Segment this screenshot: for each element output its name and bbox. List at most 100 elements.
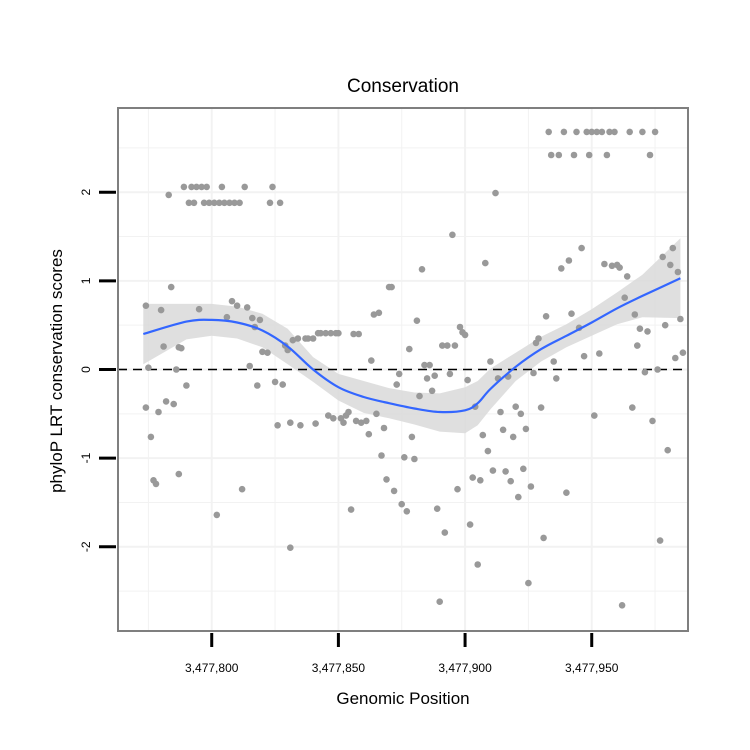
data-point xyxy=(330,415,337,422)
data-point xyxy=(580,352,588,360)
data-point xyxy=(492,189,499,197)
x-axis-label: Genomic Position xyxy=(336,689,469,708)
data-point xyxy=(145,364,152,372)
data-point xyxy=(568,310,575,318)
data-point xyxy=(477,477,484,484)
data-point xyxy=(365,430,373,438)
data-point xyxy=(593,128,601,136)
data-point xyxy=(228,297,236,305)
data-point xyxy=(550,358,557,365)
data-point xyxy=(152,480,160,488)
data-point xyxy=(616,264,623,271)
data-point xyxy=(570,151,578,159)
data-point xyxy=(322,329,330,337)
data-point xyxy=(553,375,560,382)
data-point xyxy=(368,357,375,364)
data-point xyxy=(537,404,545,411)
data-point xyxy=(487,358,494,365)
data-point xyxy=(611,128,618,136)
data-point xyxy=(659,253,666,261)
data-point xyxy=(540,534,547,542)
chart-title: Conservation xyxy=(347,76,459,97)
data-point xyxy=(357,419,365,427)
data-point xyxy=(388,283,395,291)
data-point xyxy=(522,425,530,433)
data-point xyxy=(297,422,304,429)
data-point xyxy=(340,419,347,427)
y-axis-ticks: -2 -1 0 1 2 xyxy=(79,189,116,552)
data-point xyxy=(271,378,279,386)
data-point xyxy=(238,485,246,493)
data-point xyxy=(444,342,451,349)
data-point xyxy=(644,328,651,335)
data-point xyxy=(431,372,439,380)
data-point xyxy=(406,345,413,353)
data-point xyxy=(497,408,504,416)
data-point xyxy=(484,447,492,455)
data-point xyxy=(436,598,444,605)
data-point xyxy=(621,294,628,302)
data-point xyxy=(178,344,185,352)
data-point xyxy=(185,199,193,207)
data-point xyxy=(223,313,231,321)
data-point xyxy=(664,446,671,454)
data-point xyxy=(667,261,674,269)
data-point xyxy=(216,199,223,207)
y-tick-label: -2 xyxy=(79,541,93,552)
data-point xyxy=(588,128,595,136)
data-point xyxy=(469,474,477,481)
data-point xyxy=(167,283,175,291)
data-point xyxy=(499,426,507,434)
smooth-line xyxy=(143,277,681,414)
data-point xyxy=(439,342,446,349)
data-point xyxy=(545,128,552,136)
data-point xyxy=(482,259,489,267)
data-point xyxy=(547,151,555,159)
data-point xyxy=(591,412,598,419)
data-point xyxy=(479,431,487,439)
data-point xyxy=(596,350,603,357)
data-point xyxy=(249,314,256,322)
data-point xyxy=(401,454,408,461)
data-point xyxy=(565,257,573,264)
data-point xyxy=(423,375,431,382)
data-point xyxy=(383,476,390,483)
data-point xyxy=(654,366,661,373)
data-point xyxy=(677,315,684,323)
data-point xyxy=(413,317,421,325)
data-point xyxy=(428,387,436,395)
y-axis-label: phyloP LRT conservation scores xyxy=(47,249,66,493)
data-point xyxy=(142,302,150,310)
data-point xyxy=(287,544,294,551)
x-tick-label: 3,477,950 xyxy=(565,661,619,675)
data-point xyxy=(433,505,441,512)
panel-border xyxy=(117,107,689,632)
data-point xyxy=(560,128,568,136)
data-point xyxy=(211,199,218,207)
y-tick-label: -1 xyxy=(79,452,93,463)
data-point xyxy=(656,537,664,544)
data-point xyxy=(289,336,297,344)
data-point xyxy=(454,485,461,493)
data-point xyxy=(309,335,317,342)
data-point xyxy=(606,128,613,136)
data-point xyxy=(241,183,248,191)
data-point xyxy=(578,244,585,252)
data-point xyxy=(661,321,669,329)
x-axis-ticks: 3,477,800 3,477,850 3,477,900 3,477,950 xyxy=(185,633,619,675)
data-point xyxy=(370,311,378,318)
data-point xyxy=(165,191,172,199)
data-point xyxy=(636,325,644,333)
confidence-band xyxy=(143,238,681,434)
data-point xyxy=(236,199,243,207)
data-point xyxy=(603,151,611,159)
data-point xyxy=(231,199,238,207)
data-point xyxy=(583,128,590,136)
data-point xyxy=(542,313,550,320)
data-point xyxy=(629,404,636,411)
data-point xyxy=(618,602,626,609)
data-point xyxy=(269,183,276,191)
data-point xyxy=(461,331,469,339)
data-point xyxy=(441,529,449,536)
data-point xyxy=(350,330,357,338)
